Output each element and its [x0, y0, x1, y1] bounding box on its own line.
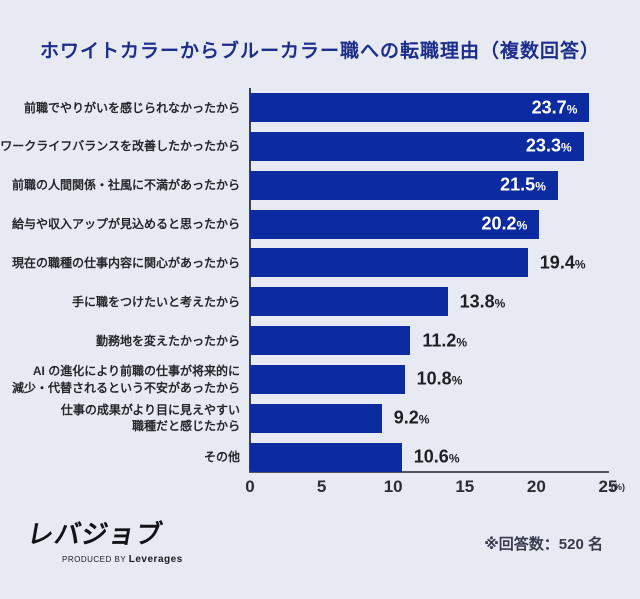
value-label: 9.2%	[393, 407, 430, 428]
y-axis-line	[249, 88, 251, 472]
x-axis-tick: 25	[598, 477, 618, 496]
value-label: 23.3%	[525, 135, 572, 156]
x-axis-tick: 20	[526, 477, 546, 496]
chart-title: ホワイトカラーからブルーカラー職への転職理由（複数回答）	[39, 41, 600, 62]
x-axis-tick: 15	[455, 477, 475, 496]
respondents-note: ※回答数：520 名	[484, 536, 603, 553]
category-label: 前職の人間関係・社風に不満があったから	[11, 178, 240, 193]
value-label: 20.2%	[481, 213, 528, 234]
category-label: AI の進化により前職の仕事が将来的に 減少・代替されるという不安があったから	[11, 364, 240, 395]
x-axis-tick: 5	[316, 477, 327, 496]
bar	[250, 287, 448, 317]
bar	[250, 209, 540, 239]
bar	[250, 93, 590, 122]
category-label: 給与や収入アップが見込めると思ったから	[11, 216, 240, 231]
bar	[250, 131, 584, 161]
bar	[250, 326, 411, 356]
bar	[250, 170, 558, 200]
x-axis-tick: 10	[383, 477, 403, 496]
chart-row: ワークライフバランスを改善したかったから 23.3%	[0, 131, 640, 161]
category-label: 手に職をつけたいと考えたから	[71, 294, 240, 309]
x-axis-line	[249, 471, 609, 473]
bar	[250, 364, 405, 394]
chart-row: 前職の人間関係・社風に不満があったから 21.5%	[0, 170, 640, 200]
bar	[250, 442, 402, 472]
x-axis-ticks: 0 5 10 15 20 25	[0, 477, 640, 499]
value-label: 21.5%	[500, 174, 546, 195]
bar	[250, 403, 382, 433]
category-label: ワークライフバランスを改善したかったから	[0, 139, 240, 154]
x-axis-tick: 0	[245, 477, 255, 496]
chart-row: AI の進化により前職の仕事が将来的に 減少・代替されるという不安があったから 10…	[0, 364, 640, 395]
value-label: 10.8%	[416, 368, 463, 389]
value-label: 23.7%	[531, 97, 578, 117]
chart-row: 前職でやりがいを感じられなかったから 23.7%	[0, 93, 640, 122]
x-axis-unit-label: (%)	[611, 482, 625, 492]
value-label: 13.8%	[459, 291, 506, 312]
category-label: 現在の職種の仕事内容に関心があったから	[11, 255, 240, 270]
value-label: 10.6%	[413, 446, 460, 467]
chart-row: 勤務地を変えたかったから 11.2%	[0, 326, 640, 356]
plot-area: 前職でやりがいを感じられなかったから 23.7% ワークライフバランスを改善したかっ…	[0, 93, 640, 475]
brand-logo: レバジョブ PRODUCED BY Leverages	[25, 514, 183, 565]
brand-logo-subtext: PRODUCED BY Leverages	[62, 554, 183, 565]
category-label: その他	[203, 450, 240, 465]
chart-row: 手に職をつけたいと考えたから 13.8%	[0, 287, 640, 317]
chart-row: 仕事の成果がより目に見えやすい 職種だと感じたから 9.2%	[0, 403, 640, 434]
bar	[250, 248, 528, 278]
category-label: 前職でやりがいを感じられなかったから	[23, 100, 240, 115]
brand-name: Leverages	[128, 554, 183, 565]
value-label: 11.2%	[422, 330, 468, 351]
chart-row: その他 10.6%	[0, 442, 640, 472]
chart-row: 給与や収入アップが見込めると思ったから 20.2%	[0, 209, 640, 239]
category-label: 仕事の成果がより目に見えやすい 職種だと感じたから	[60, 403, 240, 434]
brand-logo-text: レバジョブ	[25, 519, 166, 549]
value-label: 19.4%	[539, 252, 586, 273]
produced-by-label: PRODUCED BY	[62, 555, 127, 564]
category-label: 勤務地を変えたかったから	[95, 333, 240, 348]
chart-row: 現在の職種の仕事内容に関心があったから 19.4%	[0, 248, 640, 278]
